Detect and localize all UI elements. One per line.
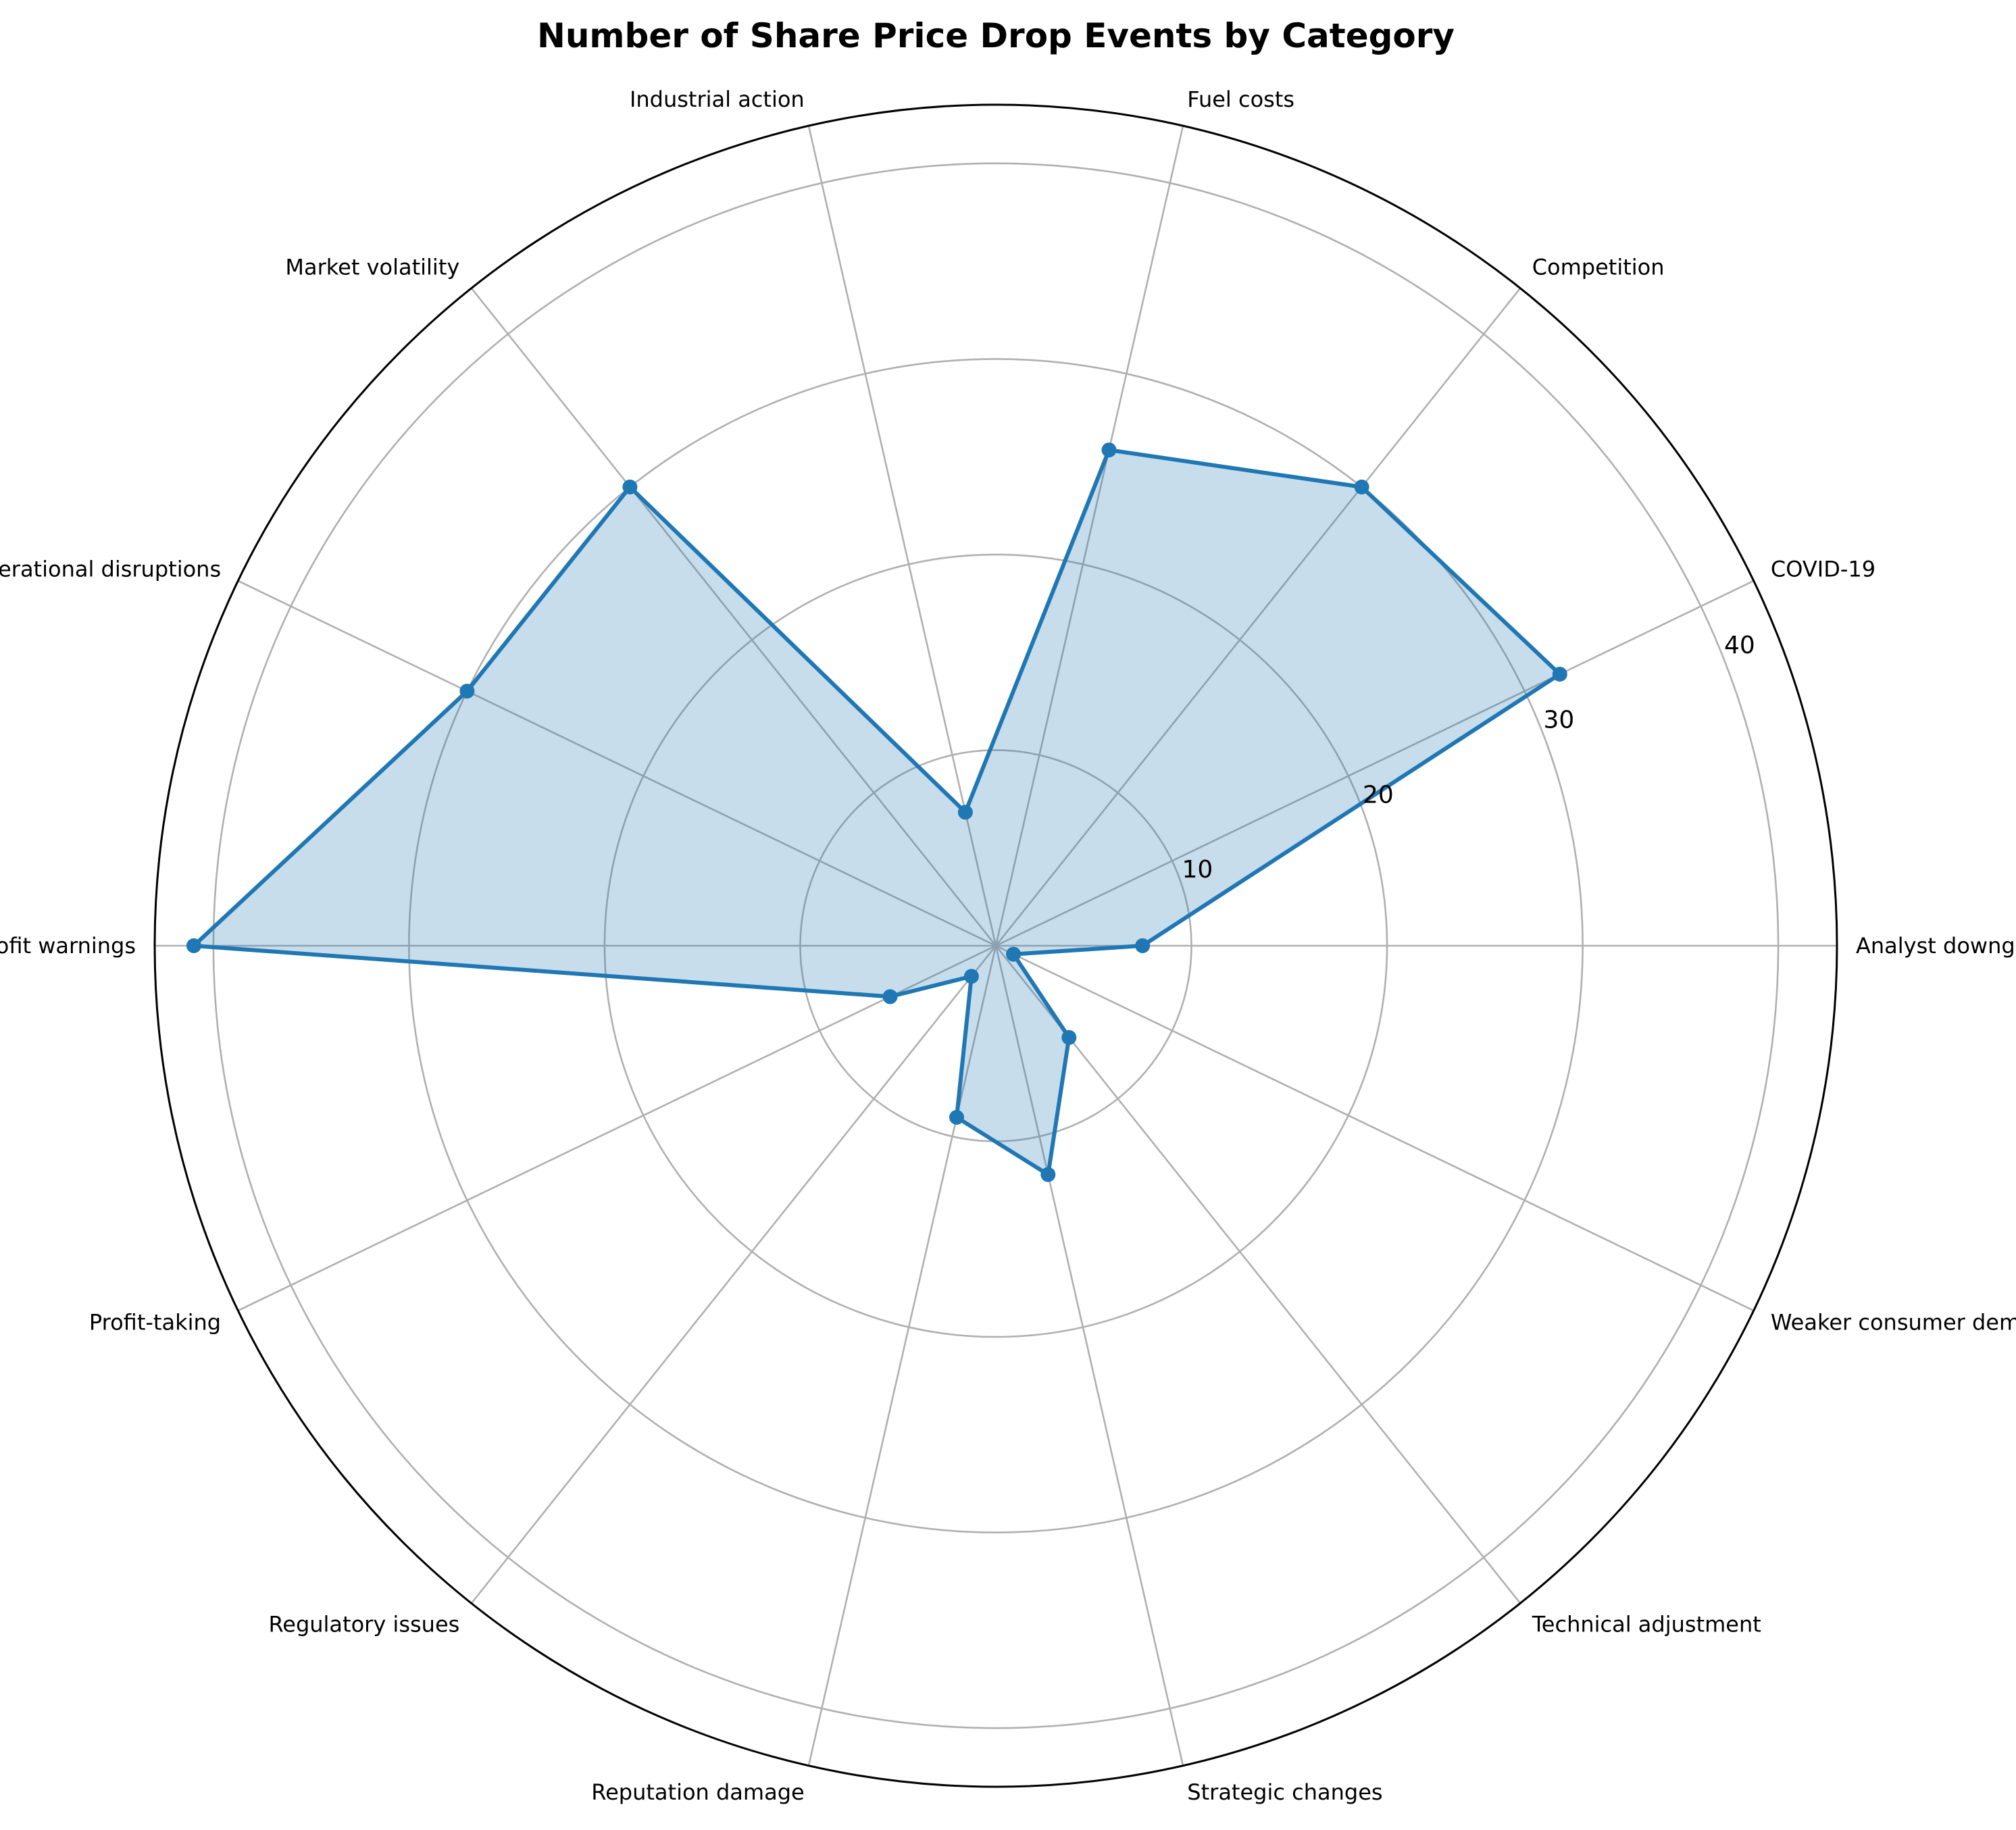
data-point-7 — [186, 938, 201, 953]
category-label-5: Market volatility — [285, 254, 459, 280]
category-label-1: COVID-19 — [1771, 557, 1875, 582]
grid-spoke-10 — [807, 945, 997, 1767]
data-point-9 — [963, 969, 979, 984]
radial-tick-labels: 10 20 30 40 — [1182, 632, 1755, 884]
chart-title: Number of Share Price Drop Events by Cat… — [537, 16, 1455, 55]
data-point-2 — [1354, 479, 1369, 494]
grid-spoke-3 — [994, 125, 1184, 946]
category-label-12: Technical adjustment — [1532, 1612, 1761, 1637]
category-labels: Analyst downgrades COVID-19 Competition Fue… — [0, 86, 2016, 1805]
data-point-3 — [1101, 442, 1117, 458]
data-point-0 — [1135, 938, 1151, 953]
data-point-13 — [1006, 946, 1022, 962]
data-point-1 — [1552, 667, 1567, 682]
category-label-8: Profit-taking — [89, 1310, 221, 1336]
category-label-11: Strategic changes — [1187, 1779, 1382, 1805]
r-tick-label-3: 40 — [1724, 632, 1755, 659]
category-label-10: Reputation damage — [591, 1779, 804, 1805]
category-label-13: Weaker consumer demand — [1771, 1310, 2016, 1336]
data-point-8 — [882, 989, 898, 1005]
grid-spoke-5 — [470, 287, 997, 946]
category-label-6: Operational disruptions — [0, 557, 221, 582]
data-point-6 — [459, 684, 475, 699]
r-tick-label-0: 10 — [1182, 856, 1213, 884]
category-label-4: Industrial action — [630, 86, 805, 112]
grid-spoke-9 — [470, 945, 997, 1604]
category-label-7: Profit warnings — [0, 933, 136, 959]
category-label-9: Regulatory issues — [268, 1612, 459, 1637]
category-label-0: Analyst downgrades — [1856, 933, 2016, 959]
grid-spoke-13 — [995, 944, 1755, 1312]
data-series — [186, 442, 1567, 1182]
outer-ring — [153, 103, 1838, 1788]
grid-spoke-1 — [995, 580, 1755, 947]
data-point-4 — [957, 805, 973, 820]
category-label-2: Competition — [1532, 254, 1665, 280]
category-label-3: Fuel costs — [1187, 86, 1294, 112]
grid-spoke-12 — [994, 945, 1521, 1604]
series-fill — [193, 450, 1560, 1175]
grid-spoke-11 — [994, 945, 1184, 1767]
data-point-12 — [1061, 1030, 1077, 1045]
grid-spoke-6 — [237, 580, 997, 947]
polar-grid — [153, 103, 1838, 1788]
data-point-11 — [1040, 1167, 1056, 1182]
grid-spoke-8 — [237, 944, 997, 1312]
data-point-10 — [949, 1110, 964, 1125]
data-point-5 — [622, 479, 638, 494]
r-tick-label-2: 30 — [1544, 707, 1575, 734]
grid-spoke-2 — [994, 287, 1521, 946]
r-tick-label-1: 20 — [1363, 781, 1394, 809]
